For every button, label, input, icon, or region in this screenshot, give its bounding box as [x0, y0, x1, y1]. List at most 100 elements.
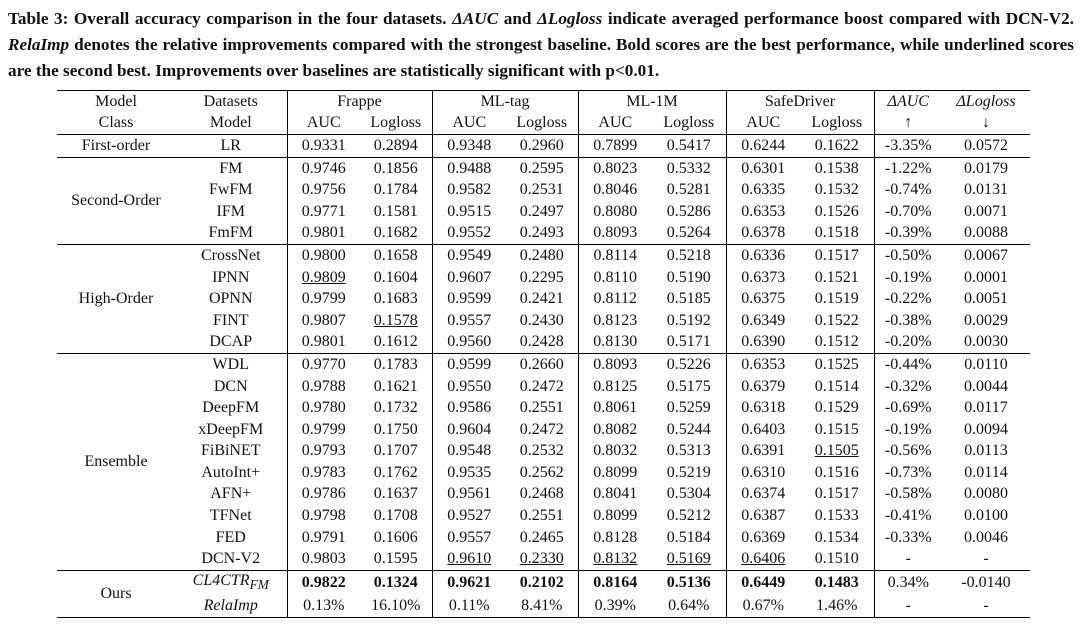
score-cell: 0.5219	[652, 462, 727, 484]
score-cell: 0.0094	[942, 419, 1030, 441]
score-cell: 0.9807	[287, 310, 360, 332]
score: 0.8082	[593, 420, 638, 438]
score-cell: 0.1604	[360, 266, 433, 289]
model-label: FiBiNET	[200, 442, 261, 460]
score: 0.1505	[814, 442, 859, 460]
score-cell: 0.2330	[506, 548, 579, 571]
score-cell: 0.8061	[578, 397, 652, 419]
score: 0.5185	[666, 290, 711, 308]
score: 0.2472	[519, 420, 564, 438]
data-row: DCN 0.9788 0.1621 0.9550 0.2472 0.8125 0.5175 0…	[57, 375, 1030, 398]
model-name: FM	[175, 156, 288, 180]
score-cell: -0.22%	[874, 288, 942, 310]
score-cell: 0.1750	[360, 418, 433, 441]
model-label: DeepFM	[202, 399, 260, 417]
score: 0.9771	[301, 202, 346, 220]
score: 0.1612	[373, 333, 418, 351]
score-cell: 0.1578	[360, 309, 433, 332]
score: 0.34%	[887, 574, 929, 592]
score-cell: 0.0117	[942, 397, 1030, 419]
model-subscript: FM	[249, 577, 269, 593]
score: 0.0113	[964, 442, 1008, 460]
score: 0.1581	[373, 202, 418, 220]
score-cell: 0.1519	[800, 288, 875, 310]
score: 0.0046	[964, 528, 1008, 546]
score: 0.1519	[814, 290, 859, 308]
score-cell: 0.6301	[726, 156, 800, 180]
score-cell: 0.5212	[652, 505, 727, 527]
model-label: DCAP	[209, 333, 253, 351]
score-cell: 0.5184	[652, 526, 727, 549]
score-cell: 0.1856	[360, 156, 433, 180]
score-cell: 0.6390	[726, 332, 800, 354]
header-cell: ΔLogloss	[942, 89, 1030, 113]
data-row: DCAP 0.9801 0.1612 0.9560 0.2428 0.8130 0.5171…	[57, 331, 1030, 354]
score-cell: 0.9799	[287, 419, 360, 441]
score-cell: 0.2430	[506, 309, 579, 332]
score: 0.9557	[447, 528, 492, 546]
score: 0.8130	[593, 333, 638, 351]
score: 0.1517	[814, 246, 859, 264]
score-cell: 0.8125	[578, 376, 652, 398]
score: -0.50%	[884, 246, 932, 264]
header-cell: Frappe	[287, 89, 433, 113]
score: 0.9801	[301, 224, 346, 242]
score-cell: 0.5259	[652, 397, 727, 419]
score-cell: -0.69%	[874, 397, 942, 419]
data-row: FmFM 0.9801 0.1682 0.9552 0.2493 0.8093 0.5264…	[57, 222, 1030, 245]
score-cell: 0.6336	[726, 244, 800, 267]
score: -0.32%	[884, 377, 932, 395]
score-cell: 0.6310	[726, 462, 800, 484]
data-row: FwFM 0.9756 0.1784 0.9582 0.2531 0.8046 0.5281…	[57, 179, 1030, 201]
score: 0.1517	[814, 485, 859, 503]
score-cell: 0.1683	[360, 288, 433, 310]
score: -0.19%	[884, 268, 932, 286]
score-cell: 0.6369	[726, 527, 800, 549]
score: 0.6353	[741, 202, 786, 220]
score: 0.9746	[301, 159, 346, 177]
score-cell: 0.0001	[942, 267, 1030, 289]
caption-text: denotes the relative improvements compar…	[8, 35, 1074, 80]
score-cell: 0.9803	[287, 548, 360, 570]
header-cell: ML-1M	[578, 89, 727, 113]
score: 0.2660	[519, 355, 564, 373]
score-cell: 0.1783	[360, 353, 433, 376]
score: 0.1538	[814, 159, 859, 177]
score: 0.6379	[741, 377, 786, 395]
score-cell: 0.9599	[432, 353, 506, 376]
score: 0.0001	[964, 268, 1008, 286]
score-cell: 0.9800	[287, 244, 360, 267]
score: -	[905, 550, 911, 568]
score: 0.1512	[814, 333, 859, 351]
score-cell: 0.8080	[578, 201, 652, 223]
score-cell: 0.8046	[578, 179, 652, 201]
score: 0.6349	[741, 311, 786, 329]
score-cell: 0.5192	[652, 309, 727, 332]
score: 0.2551	[519, 507, 564, 525]
score-cell: 0.8082	[578, 419, 652, 441]
score-cell: 0.9535	[432, 462, 506, 484]
score-cell: 0.1517	[800, 244, 875, 267]
score: 0.8093	[593, 224, 638, 242]
model-label: IFM	[216, 202, 245, 220]
score-cell: 0.0110	[942, 353, 1030, 376]
score-cell: 0.1707	[360, 440, 433, 463]
score: 0.1622	[814, 136, 859, 154]
score-cell: 0.9548	[432, 441, 506, 463]
results-table: Model Datasets Frappe ML-tag ML-1M SafeDriver…	[57, 89, 1030, 618]
model-name: IFM	[175, 200, 288, 223]
score: 0.1526	[814, 202, 859, 220]
score: 0.9801	[301, 333, 346, 351]
score-cell: 8.41%	[506, 595, 579, 618]
score: 0.9560	[447, 333, 492, 351]
header-cell: Logloss	[506, 112, 579, 136]
score-cell: 0.8093	[578, 353, 652, 376]
score-cell: 0.2551	[506, 397, 579, 419]
score-cell: 0.0067	[942, 244, 1030, 267]
score: -0.41%	[884, 507, 932, 525]
data-row: AutoInt+ 0.9783 0.1762 0.9535 0.2562 0.8099 0.…	[57, 462, 1030, 484]
score-cell: 0.0046	[942, 527, 1030, 549]
score-cell: 0.8110	[578, 267, 652, 289]
header-row: Model Datasets Frappe ML-tag ML-1M SafeDriver…	[57, 89, 1030, 113]
score-cell: 0.2531	[506, 179, 579, 201]
